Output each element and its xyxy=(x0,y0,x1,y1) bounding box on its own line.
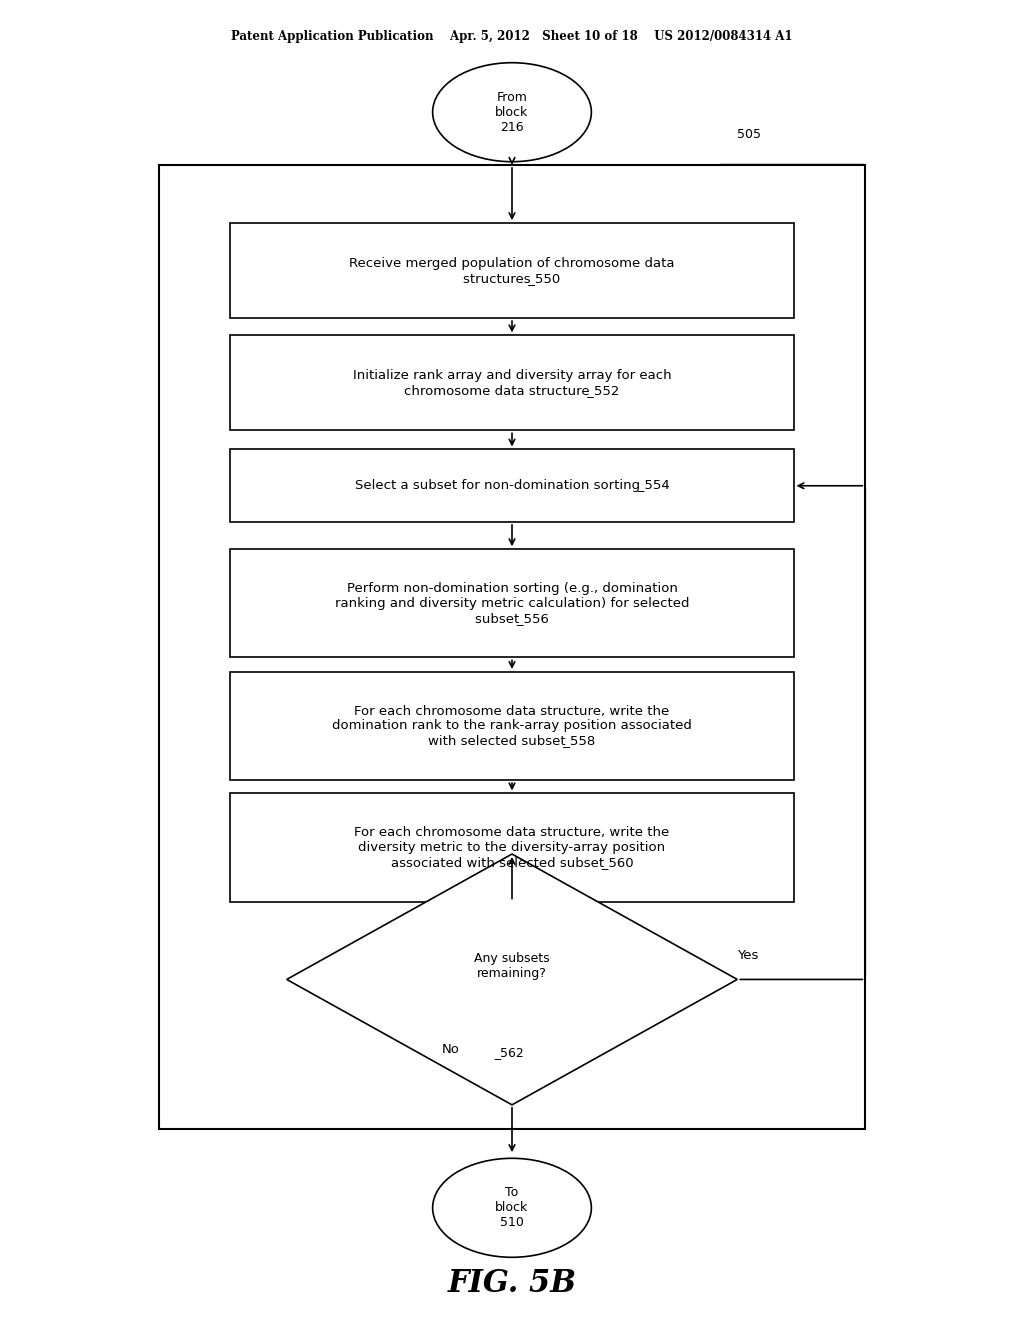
Polygon shape xyxy=(287,854,737,1105)
Text: Receive merged population of chromosome data
structures ̲550: Receive merged population of chromosome … xyxy=(349,256,675,285)
FancyBboxPatch shape xyxy=(230,793,794,902)
Text: ̲562: ̲562 xyxy=(500,1045,524,1059)
FancyBboxPatch shape xyxy=(230,549,794,657)
FancyBboxPatch shape xyxy=(230,449,794,521)
Text: Yes: Yes xyxy=(737,949,759,962)
Text: From
block
216: From block 216 xyxy=(496,91,528,133)
Text: For each chromosome data structure, write the
diversity metric to the diversity-: For each chromosome data structure, writ… xyxy=(354,826,670,869)
Text: 505: 505 xyxy=(737,128,761,141)
Ellipse shape xyxy=(432,1159,592,1257)
Text: Perform non-domination sorting (e.g., domination
ranking and diversity metric ca: Perform non-domination sorting (e.g., do… xyxy=(335,582,689,624)
Text: No: No xyxy=(441,1043,460,1056)
FancyBboxPatch shape xyxy=(230,672,794,780)
Text: Any subsets
remaining?: Any subsets remaining? xyxy=(474,952,550,981)
Text: Patent Application Publication    Apr. 5, 2012   Sheet 10 of 18    US 2012/00843: Patent Application Publication Apr. 5, 2… xyxy=(231,30,793,44)
Ellipse shape xyxy=(432,62,592,162)
Text: To
block
510: To block 510 xyxy=(496,1187,528,1229)
FancyBboxPatch shape xyxy=(230,223,794,318)
Text: Initialize rank array and diversity array for each
chromosome data structure ̲55: Initialize rank array and diversity arra… xyxy=(352,368,672,397)
Text: FIG. 5B: FIG. 5B xyxy=(447,1267,577,1299)
Text: Select a subset for non-domination sorting ̲554: Select a subset for non-domination sorti… xyxy=(354,479,670,492)
FancyBboxPatch shape xyxy=(230,335,794,430)
Text: For each chromosome data structure, write the
domination rank to the rank-array : For each chromosome data structure, writ… xyxy=(332,705,692,747)
